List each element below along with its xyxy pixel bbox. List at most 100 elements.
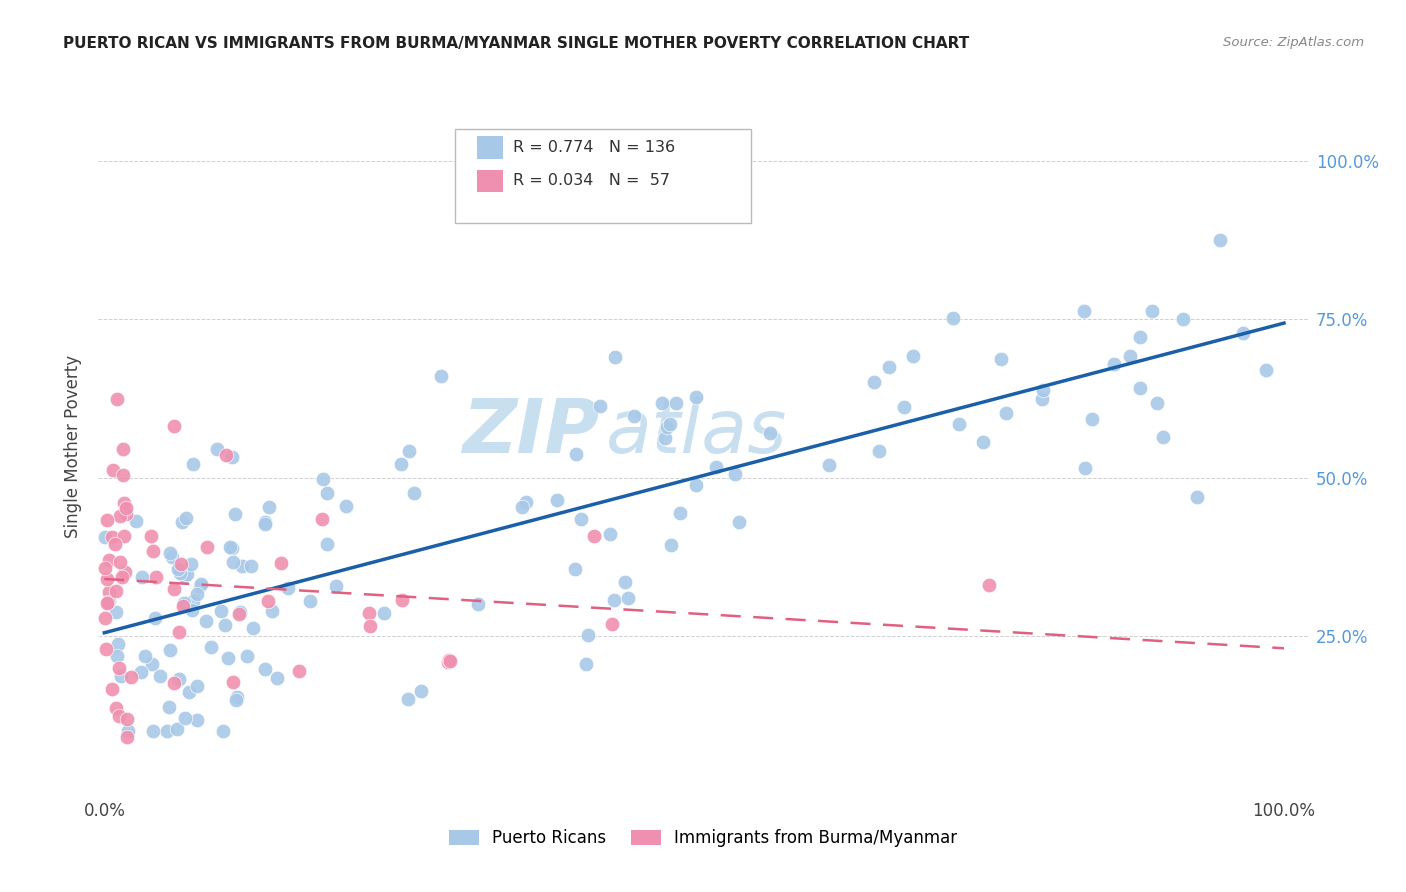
- Point: [651, 395, 673, 409]
- Point: [105, 392, 128, 406]
- Point: [335, 499, 357, 513]
- Point: [437, 656, 460, 670]
- Point: [142, 723, 165, 738]
- Point: [174, 511, 197, 525]
- Point: [1171, 311, 1194, 326]
- Point: [1073, 304, 1095, 318]
- Point: [614, 574, 637, 589]
- Point: [120, 670, 142, 684]
- Point: [257, 500, 280, 514]
- Point: [411, 683, 433, 698]
- Point: [96, 572, 118, 586]
- Point: [658, 417, 681, 431]
- Point: [995, 406, 1018, 420]
- Point: [1104, 357, 1126, 371]
- Point: [110, 669, 132, 683]
- Point: [163, 582, 186, 597]
- Point: [104, 584, 127, 599]
- Point: [112, 529, 135, 543]
- Point: [129, 665, 152, 679]
- Point: [217, 650, 239, 665]
- Point: [98, 553, 121, 567]
- Point: [623, 409, 645, 423]
- Point: [188, 579, 211, 593]
- Point: [180, 603, 202, 617]
- Point: [211, 723, 233, 738]
- Point: [664, 396, 686, 410]
- Point: [391, 592, 413, 607]
- Point: [163, 419, 186, 434]
- Point: [617, 591, 640, 605]
- Point: [173, 596, 195, 610]
- Point: [141, 528, 163, 542]
- Point: [467, 597, 489, 611]
- Point: [96, 596, 118, 610]
- Point: [564, 562, 586, 576]
- Point: [103, 537, 125, 551]
- Point: [990, 351, 1012, 366]
- Text: Source: ZipAtlas.com: Source: ZipAtlas.com: [1223, 36, 1364, 49]
- Point: [97, 595, 120, 609]
- Point: [1129, 381, 1152, 395]
- Point: [93, 530, 115, 544]
- Point: [101, 463, 124, 477]
- Point: [972, 434, 994, 449]
- Text: ZIP: ZIP: [463, 395, 600, 468]
- Point: [1185, 490, 1208, 504]
- Point: [582, 529, 605, 543]
- Point: [181, 457, 204, 471]
- Point: [143, 611, 166, 625]
- Point: [1129, 330, 1152, 344]
- Point: [1256, 363, 1278, 377]
- Point: [172, 599, 194, 614]
- Point: [1074, 460, 1097, 475]
- Point: [1152, 430, 1174, 444]
- Point: [231, 559, 253, 574]
- Point: [176, 567, 198, 582]
- Point: [605, 350, 627, 364]
- Point: [209, 603, 232, 617]
- Point: [112, 496, 135, 510]
- Point: [156, 723, 179, 738]
- Point: [685, 390, 707, 404]
- Point: [253, 516, 276, 531]
- FancyBboxPatch shape: [477, 169, 503, 192]
- Point: [1080, 411, 1102, 425]
- Y-axis label: Single Mother Poverty: Single Mother Poverty: [65, 354, 83, 538]
- Point: [159, 643, 181, 657]
- Point: [145, 570, 167, 584]
- Point: [659, 538, 682, 552]
- Point: [222, 674, 245, 689]
- Point: [221, 450, 243, 464]
- Point: [254, 662, 277, 676]
- Point: [576, 627, 599, 641]
- Legend: Puerto Ricans, Immigrants from Burma/Myanmar: Puerto Ricans, Immigrants from Burma/Mya…: [440, 821, 966, 855]
- Point: [170, 515, 193, 529]
- Point: [169, 566, 191, 580]
- Point: [107, 637, 129, 651]
- Point: [195, 541, 218, 555]
- Point: [942, 310, 965, 325]
- Point: [510, 500, 533, 514]
- Point: [862, 375, 884, 389]
- Point: [1031, 392, 1053, 407]
- Point: [235, 648, 257, 663]
- Point: [325, 579, 347, 593]
- Point: [166, 723, 188, 737]
- Point: [396, 691, 419, 706]
- Point: [1140, 304, 1163, 318]
- Point: [93, 561, 115, 575]
- Point: [167, 624, 190, 639]
- Point: [575, 657, 598, 672]
- Point: [166, 561, 188, 575]
- Text: R = 0.774   N = 136: R = 0.774 N = 136: [513, 140, 675, 155]
- Point: [186, 587, 208, 601]
- Point: [104, 605, 127, 619]
- Point: [157, 699, 180, 714]
- Point: [162, 676, 184, 690]
- Point: [437, 653, 460, 667]
- Point: [262, 604, 284, 618]
- Point: [214, 618, 236, 632]
- Point: [311, 512, 333, 526]
- Point: [194, 615, 217, 629]
